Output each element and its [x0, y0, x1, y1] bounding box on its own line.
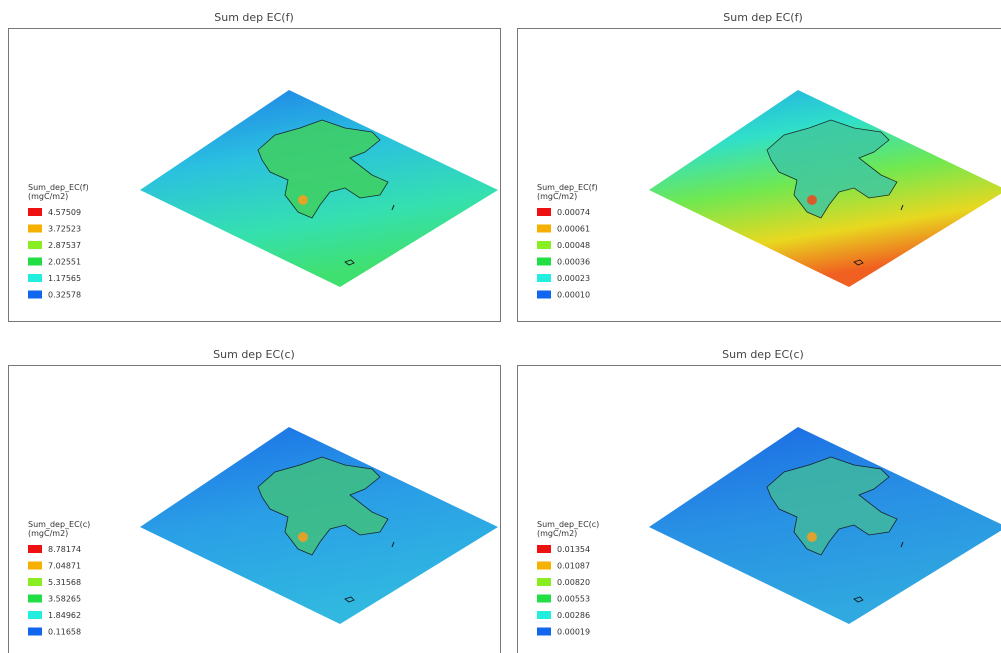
panel-frame	[8, 28, 501, 322]
panel-title: Sum dep EC(f)	[723, 11, 802, 24]
legend-swatch	[28, 208, 42, 216]
legend-label: 0.00036	[557, 258, 590, 267]
island	[766, 119, 898, 219]
legend-label: 0.01354	[557, 545, 590, 554]
legend-swatch	[537, 208, 551, 216]
legend-label: 1.84962	[48, 611, 81, 620]
legend-label: 0.00074	[557, 208, 590, 217]
small-island	[853, 596, 864, 603]
small-island	[900, 204, 904, 211]
island	[257, 456, 389, 556]
legend-label: 0.00286	[557, 611, 590, 620]
legend-label: 0.11658	[48, 628, 81, 637]
legend-swatch	[537, 627, 551, 636]
small-island	[900, 541, 904, 548]
legend-unit: (mgC/m2)	[537, 529, 577, 538]
small-island	[344, 596, 355, 603]
hotspot	[298, 532, 308, 542]
panel-frame	[517, 365, 1001, 653]
legend-label: 8.78174	[48, 545, 81, 554]
legend-swatch	[28, 257, 42, 266]
island	[766, 456, 898, 556]
legend-label: 0.00019	[557, 628, 590, 637]
legend-label: 3.72523	[48, 225, 81, 234]
legend-swatch	[28, 545, 42, 553]
legend-label: 0.00048	[557, 241, 590, 250]
legend-unit: (mgC/m2)	[28, 529, 68, 538]
legend-label: 7.04871	[48, 562, 81, 571]
legend-swatch	[537, 578, 551, 586]
legend-swatch	[28, 290, 42, 299]
panel-title: Sum dep EC(c)	[213, 348, 295, 361]
legend-swatch	[28, 594, 42, 603]
legend-swatch	[28, 241, 42, 249]
legend-swatch	[537, 274, 551, 282]
legend-label: 0.01087	[557, 562, 590, 571]
hotspot	[298, 195, 308, 205]
legend-label: 0.32578	[48, 291, 81, 300]
panel-title: Sum dep EC(c)	[722, 348, 804, 361]
legend-label: 0.00820	[557, 578, 590, 587]
legend-label: 2.87537	[48, 241, 81, 250]
panel-title: Sum dep EC(f)	[214, 11, 293, 24]
legend-label: 2.02551	[48, 258, 81, 267]
panel-frame	[8, 365, 501, 653]
legend-label: 0.00023	[557, 274, 590, 283]
panel-frame	[517, 28, 1001, 322]
legend-label: 0.00553	[557, 595, 590, 604]
legend-label: 1.17565	[48, 274, 81, 283]
legend-label: 3.58265	[48, 595, 81, 604]
legend-title: Sum_dep_EC(c)	[28, 520, 90, 529]
legend-title: Sum_dep_EC(c)	[537, 520, 599, 529]
small-island	[853, 259, 864, 266]
legend-swatch	[28, 578, 42, 586]
legend-title: Sum_dep_EC(f)	[28, 183, 89, 192]
legend-label: 0.00061	[557, 225, 590, 234]
legend-swatch	[537, 241, 551, 249]
legend-swatch	[537, 611, 551, 619]
legend-swatch	[537, 290, 551, 299]
small-island	[344, 259, 355, 266]
legend-swatch	[537, 224, 551, 233]
island	[257, 119, 389, 219]
map-panel: Sum dep EC(f) Sum_dep_EC(f)(mgC/m2) 4.5750…	[8, 11, 501, 322]
hotspot	[807, 532, 817, 542]
small-island	[391, 541, 395, 548]
legend-swatch	[28, 611, 42, 619]
legend-label: 0.00010	[557, 291, 590, 300]
map-panel: Sum dep EC(c) Sum_dep_EC(c)(mgC/m2) 8.7817…	[8, 348, 501, 653]
map-panel: Sum dep EC(c) Sum_dep_EC(c)(mgC/m2) 0.0135…	[517, 348, 1001, 653]
legend-swatch	[28, 627, 42, 636]
legend-swatch	[28, 224, 42, 233]
hotspot	[807, 195, 817, 205]
legend-label: 4.57509	[48, 208, 81, 217]
map-panel: Sum dep EC(f) Sum_dep_EC(f)(mgC/m2) 0.0007…	[517, 11, 1001, 322]
legend-swatch	[537, 561, 551, 570]
legend-label: 5.31568	[48, 578, 81, 587]
legend-unit: (mgC/m2)	[537, 192, 577, 201]
legend-swatch	[537, 545, 551, 553]
small-island	[391, 204, 395, 211]
legend-title: Sum_dep_EC(f)	[537, 183, 598, 192]
legend-unit: (mgC/m2)	[28, 192, 68, 201]
legend-swatch	[28, 561, 42, 570]
legend-swatch	[537, 257, 551, 266]
legend-swatch	[28, 274, 42, 282]
legend-swatch	[537, 594, 551, 603]
